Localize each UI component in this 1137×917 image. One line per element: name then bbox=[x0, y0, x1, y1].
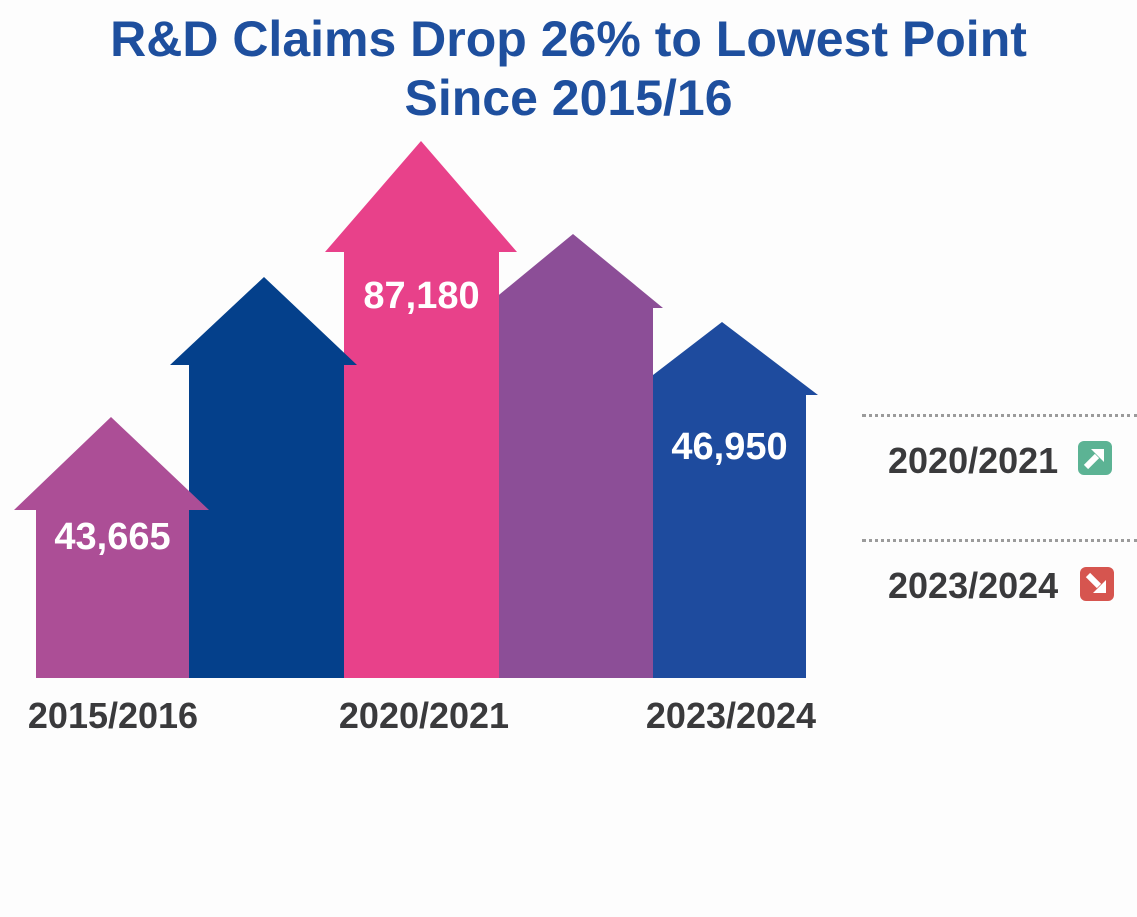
trend-up-arrow-shaft bbox=[1083, 453, 1100, 470]
trend-up-icon bbox=[1078, 441, 1112, 475]
trend-down-arrow-shaft bbox=[1085, 572, 1102, 589]
trend-down-arrow-head bbox=[1093, 580, 1106, 593]
x-axis-label-2020-2021: 2020/2021 bbox=[338, 695, 510, 736]
bar-value-2020-2021: 87,180 bbox=[363, 275, 480, 317]
chart-title-line-2: Since 2015/16 bbox=[404, 70, 733, 126]
chart-title-line-1: R&D Claims Drop 26% to Lowest Point bbox=[110, 11, 1027, 67]
trend-down-icon bbox=[1080, 567, 1114, 601]
bar-2020-2021-arrow bbox=[325, 141, 517, 678]
chart-title: R&D Claims Drop 26% to Lowest Point Sinc… bbox=[0, 10, 1137, 128]
legend-divider-bottom bbox=[862, 539, 1137, 542]
legend-label-2023-2024: 2023/2024 bbox=[888, 565, 1059, 606]
bar-2015-2016-arrow bbox=[14, 417, 209, 678]
x-axis-label-2023-2024: 2023/2024 bbox=[645, 695, 817, 736]
bar-value-2015-2016: 43,665 bbox=[54, 516, 171, 558]
legend-divider-top bbox=[862, 414, 1137, 417]
bar-unlabeled-1-arrow bbox=[170, 277, 357, 678]
bar-value-2023-2024: 46,950 bbox=[671, 426, 788, 468]
legend-label-2020-2021: 2020/2021 bbox=[888, 440, 1059, 481]
bar-unlabeled-2-arrow bbox=[483, 234, 663, 678]
x-axis-label-2015-2016: 2015/2016 bbox=[27, 695, 199, 736]
trend-up-arrow-head bbox=[1091, 449, 1104, 462]
bar-2023-2024-arrow bbox=[627, 322, 818, 678]
